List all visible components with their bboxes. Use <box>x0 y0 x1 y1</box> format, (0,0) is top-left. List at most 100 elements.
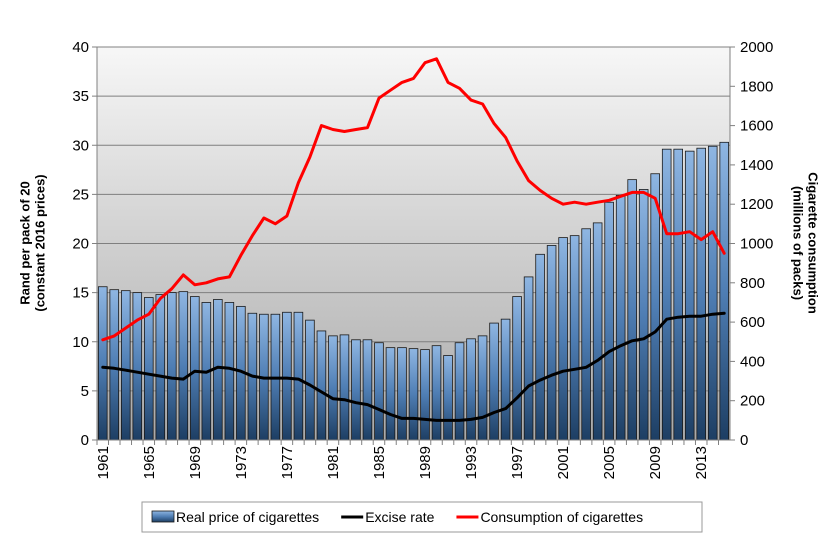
right-axis: 0 200 400 600 800 1000 1200 1400 1600 1800 2000 <box>730 39 773 449</box>
x-tick-label: 2005 <box>601 446 618 479</box>
price-bar <box>351 339 361 441</box>
price-bar <box>316 330 327 441</box>
price-bar <box>500 318 511 441</box>
price-bar <box>523 276 534 441</box>
axis-titles: Rand per pack of 20 (constant 2016 prices… <box>18 172 821 314</box>
price-bar <box>328 335 338 441</box>
line-series <box>101 57 726 422</box>
right-tick-label: 200 <box>740 393 765 410</box>
legend: Real price of cigarettes Excise rate Consu… <box>141 501 703 533</box>
price-bar <box>443 355 453 441</box>
price-bar <box>224 302 235 441</box>
left-tick-label: 25 <box>72 186 89 203</box>
left-axis-title-line: Rand per pack of 20 <box>18 181 33 305</box>
price-bar <box>661 148 672 441</box>
x-tick-label: 2001 <box>555 446 572 479</box>
legend-label: Real price of cigarettes <box>176 509 319 525</box>
price-bar <box>385 347 396 441</box>
price-bar <box>408 348 419 441</box>
price-bar <box>420 349 430 441</box>
price-bar <box>696 147 707 441</box>
x-tick-label: 1961 <box>95 446 112 479</box>
price-bar <box>178 291 189 441</box>
right-tick-label: 2000 <box>740 39 773 56</box>
price-bar <box>397 347 407 441</box>
x-tick-label: 2009 <box>647 446 664 479</box>
x-axis: 1961 1965 1969 1973 1977 1981 1985 1989 1993 1997… <box>95 440 719 479</box>
price-bar <box>512 296 522 441</box>
left-tick-label: 0 <box>81 432 89 449</box>
price-bar <box>615 194 626 441</box>
left-tick-label: 15 <box>72 285 89 302</box>
price-bar <box>466 338 476 441</box>
price-bar <box>374 342 384 441</box>
price-bar <box>362 339 373 441</box>
price-bar <box>155 294 166 441</box>
price-bar <box>97 286 108 441</box>
price-bar <box>305 319 315 441</box>
price-bar <box>454 342 465 441</box>
legend-label: Consumption of cigarettes <box>480 509 643 525</box>
price-bar <box>120 290 131 441</box>
right-tick-label: 800 <box>740 275 765 292</box>
right-tick-label: 1800 <box>740 78 773 95</box>
left-tick-label: 20 <box>72 236 89 253</box>
price-bar <box>684 150 695 441</box>
right-tick-label: 1200 <box>740 196 773 213</box>
price-bar <box>282 311 292 441</box>
price-bar <box>604 201 614 441</box>
price-bar <box>546 245 557 441</box>
x-tick-label: 1997 <box>509 446 526 479</box>
price-bar <box>293 311 304 441</box>
legend-swatch-bar <box>151 510 175 523</box>
legend-label: Excise rate <box>365 509 434 525</box>
right-tick-label: 1600 <box>740 118 773 135</box>
price-bar <box>190 296 200 441</box>
right-tick-label: 1400 <box>740 157 773 174</box>
left-tick-label: 30 <box>72 137 89 154</box>
left-tick-label: 5 <box>81 383 89 400</box>
legend-box <box>141 501 703 533</box>
price-bar <box>109 289 120 441</box>
right-tick-label: 600 <box>740 314 765 331</box>
x-tick-label: 1977 <box>279 446 296 479</box>
price-bar <box>558 237 568 441</box>
consumption-line <box>101 57 726 342</box>
right-axis-title: Cigarette consumption(millions of packs) <box>791 172 821 314</box>
left-tick-label: 40 <box>72 39 89 56</box>
price-bar <box>650 173 660 441</box>
right-tick-label: 400 <box>740 353 765 370</box>
price-bar <box>627 179 637 441</box>
price-bar <box>673 148 683 441</box>
price-bar <box>132 292 143 441</box>
right-axis-title-line: Cigarette consumption <box>806 172 821 314</box>
price-bar <box>535 253 545 441</box>
left-tick-label: 35 <box>72 88 89 105</box>
price-bar <box>719 141 730 441</box>
price-bar <box>592 222 603 441</box>
x-tick-label: 1973 <box>233 446 250 479</box>
price-bar <box>489 322 499 441</box>
price-bar <box>144 297 154 441</box>
price-bar <box>569 235 580 441</box>
x-tick-label: 1981 <box>325 446 342 479</box>
x-tick-label: 1965 <box>141 446 158 479</box>
price-bar <box>638 189 649 441</box>
right-axis-title-line: (millions of packs) <box>791 186 806 300</box>
excise-line <box>101 311 726 422</box>
price-bar <box>477 335 488 441</box>
x-tick-label: 2013 <box>693 446 710 479</box>
x-tick-label: 1989 <box>417 446 434 479</box>
x-tick-label: 1993 <box>463 446 480 479</box>
price-bar <box>339 334 350 441</box>
left-tick-label: 10 <box>72 334 89 351</box>
right-tick-label: 0 <box>740 432 748 449</box>
price-bar <box>431 345 442 441</box>
left-axis: 0 5 10 15 20 25 30 35 40 <box>72 39 97 449</box>
price-bar <box>707 145 718 441</box>
x-tick-label: 1969 <box>187 446 204 479</box>
right-tick-label: 1000 <box>740 236 773 253</box>
price-bar <box>581 228 591 441</box>
